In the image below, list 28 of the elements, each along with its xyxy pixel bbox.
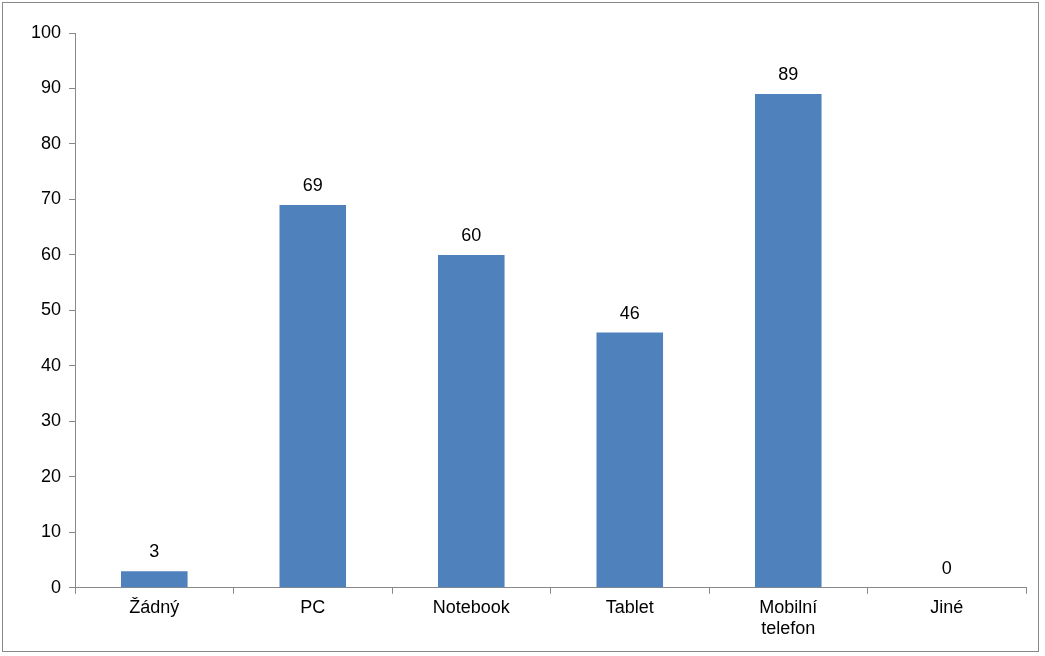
x-tick-label: Mobilní telefon — [759, 596, 818, 639]
y-tick-label: 20 — [41, 465, 62, 486]
y-tick-label: 100 — [30, 21, 62, 42]
y-tick-label: 90 — [41, 77, 62, 98]
y-tick-label: 10 — [41, 521, 62, 542]
y-tick-label: 0 — [51, 576, 62, 597]
y-tick-label: 80 — [41, 132, 62, 153]
y-tick-label: 60 — [41, 243, 62, 264]
x-tick-label: Notebook — [432, 596, 511, 617]
y-tick-label: 70 — [41, 188, 62, 209]
y-tick-label: 30 — [41, 410, 62, 431]
x-tick-label: Tablet — [605, 596, 654, 617]
x-tick-label: Žádný — [129, 596, 180, 617]
bar — [437, 254, 505, 588]
x-tick-label: PC — [300, 596, 326, 617]
data-label: 46 — [619, 302, 640, 323]
x-tick-label: Jiné — [930, 596, 964, 617]
bar — [279, 204, 347, 588]
y-tick-label: 50 — [41, 299, 62, 320]
data-label: 69 — [302, 174, 323, 195]
data-label: 89 — [778, 64, 799, 84]
data-label: 0 — [941, 557, 952, 578]
data-label: 60 — [461, 224, 482, 245]
bar — [596, 332, 664, 588]
data-label: 3 — [149, 541, 160, 562]
bar — [754, 94, 822, 588]
bar — [121, 571, 188, 588]
y-tick-label: 40 — [41, 354, 62, 375]
